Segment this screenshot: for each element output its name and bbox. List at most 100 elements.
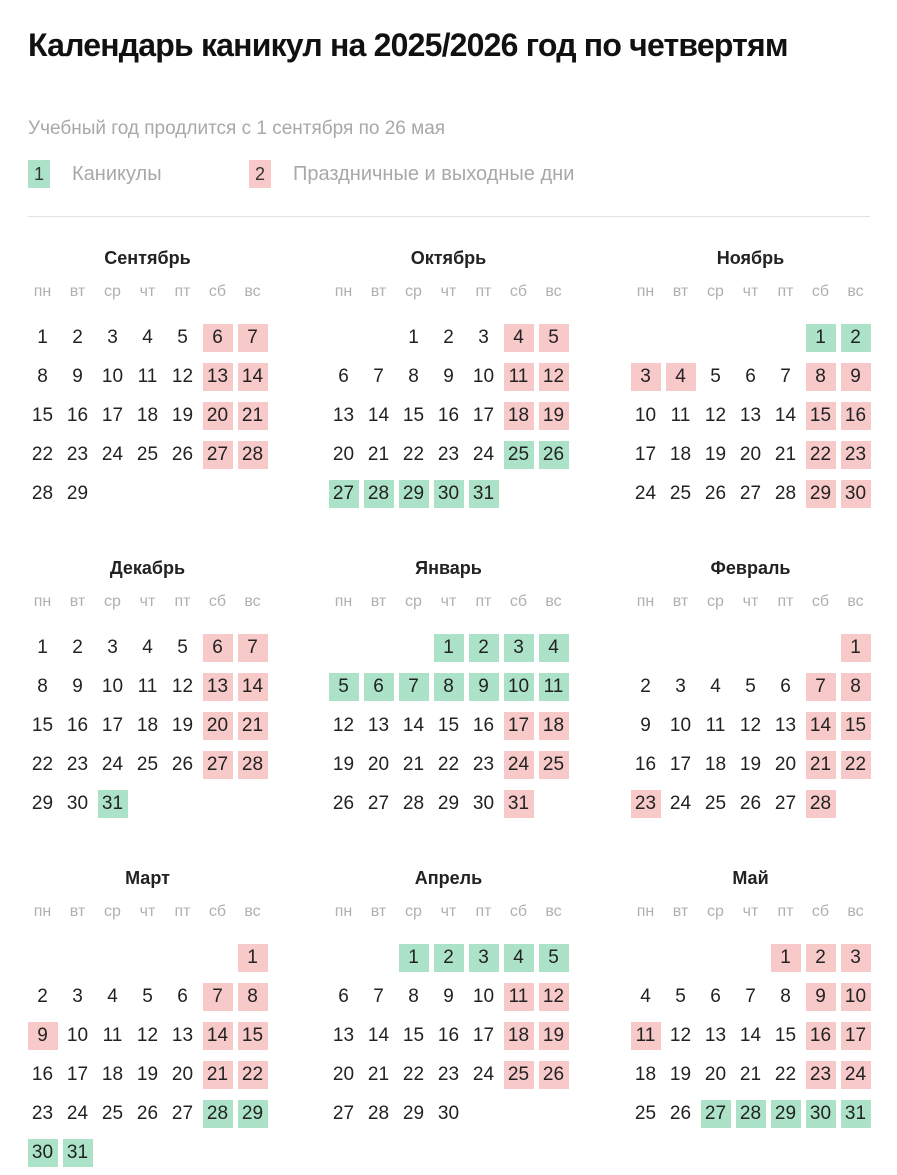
weekday-label: пн xyxy=(334,903,353,920)
day-number: 9 xyxy=(640,714,651,736)
holiday-day: 6 xyxy=(200,318,235,357)
weekday-label: чт xyxy=(139,593,156,610)
holiday-day: 24 xyxy=(838,1055,873,1094)
day: 29 xyxy=(60,474,95,513)
holiday-day: 12 xyxy=(536,357,571,396)
day: 2 xyxy=(628,667,663,706)
holiday-day: 31 xyxy=(501,784,536,823)
day-number: 17 xyxy=(101,404,124,426)
day: 4 xyxy=(95,977,130,1016)
holiday-day: 1 xyxy=(235,938,270,977)
vacation-day: 9 xyxy=(466,667,501,706)
vacation-day: 8 xyxy=(431,667,466,706)
weekday-label: ср xyxy=(104,283,121,300)
day-number: 4 xyxy=(503,323,534,352)
day: 4 xyxy=(130,318,165,357)
day: 5 xyxy=(663,977,698,1016)
vacation-day: 7 xyxy=(396,667,431,706)
day-number: 28 xyxy=(774,482,797,504)
month-name: Октябрь xyxy=(410,248,487,268)
holiday-day: 5 xyxy=(536,318,571,357)
day-number: 16 xyxy=(66,404,89,426)
day-number: 18 xyxy=(136,714,159,736)
day-number: 24 xyxy=(840,1060,871,1089)
day-number: 25 xyxy=(101,1102,124,1124)
month-name: Декабрь xyxy=(109,558,186,578)
day: 11 xyxy=(95,1016,130,1055)
day: 7 xyxy=(768,357,803,396)
day-number: 22 xyxy=(31,753,54,775)
day: 22 xyxy=(768,1055,803,1094)
vacation-day: 30 xyxy=(431,474,466,513)
weekday-label: пн xyxy=(636,283,655,300)
day-number: 25 xyxy=(503,440,534,469)
day: 26 xyxy=(698,474,733,513)
day: 15 xyxy=(431,706,466,745)
day: 2 xyxy=(60,628,95,667)
vacation-day: 28 xyxy=(200,1094,235,1133)
weekday-label: пт xyxy=(475,283,492,300)
day-number: 10 xyxy=(472,985,495,1007)
day-number: 4 xyxy=(640,985,651,1007)
vacation-day: 3 xyxy=(501,628,536,667)
day: 24 xyxy=(628,474,663,513)
month-name: Май xyxy=(732,868,769,888)
day: 5 xyxy=(733,667,768,706)
weekday-label: чт xyxy=(139,283,156,300)
day: 26 xyxy=(165,435,200,474)
day-number: 2 xyxy=(433,943,464,972)
day: 10 xyxy=(95,357,130,396)
day: 7 xyxy=(733,977,768,1016)
holiday-day: 12 xyxy=(536,977,571,1016)
holiday-day: 17 xyxy=(501,706,536,745)
day-number: 11 xyxy=(538,672,569,701)
day: 19 xyxy=(165,396,200,435)
weekday-label: чт xyxy=(440,593,457,610)
day: 6 xyxy=(326,357,361,396)
day-number: 4 xyxy=(142,326,153,348)
day-number: 8 xyxy=(433,672,464,701)
day-number: 16 xyxy=(437,404,460,426)
holiday-day: 1 xyxy=(768,938,803,977)
day-number: 5 xyxy=(538,943,569,972)
day: 16 xyxy=(25,1055,60,1094)
day: 5 xyxy=(130,977,165,1016)
holiday-day: 30 xyxy=(838,474,873,513)
day: 8 xyxy=(25,667,60,706)
day-number: 24 xyxy=(472,443,495,465)
day-number: 11 xyxy=(503,982,534,1011)
day-number: 28 xyxy=(237,440,268,469)
day: 20 xyxy=(768,745,803,784)
day-number: 30 xyxy=(805,1099,836,1128)
day: 1 xyxy=(25,318,60,357)
day-number: 30 xyxy=(27,1138,58,1167)
vacation-day: 10 xyxy=(501,667,536,706)
day: 19 xyxy=(663,1055,698,1094)
day-number: 2 xyxy=(640,675,651,697)
vacation-day: 29 xyxy=(396,474,431,513)
day-number: 1 xyxy=(433,633,464,662)
day-number: 11 xyxy=(137,365,158,387)
weekday-label: вт xyxy=(370,903,387,920)
day: 8 xyxy=(25,357,60,396)
day-number: 31 xyxy=(62,1138,93,1167)
day-number: 20 xyxy=(171,1063,194,1085)
day-number: 20 xyxy=(332,443,355,465)
day: 12 xyxy=(663,1016,698,1055)
day: 12 xyxy=(130,1016,165,1055)
day-number: 22 xyxy=(805,440,836,469)
day-number: 23 xyxy=(630,789,661,818)
day: 28 xyxy=(25,474,60,513)
day: 10 xyxy=(60,1016,95,1055)
day-number: 7 xyxy=(237,323,268,352)
day-number: 24 xyxy=(669,792,692,814)
holiday-day: 14 xyxy=(235,667,270,706)
day: 3 xyxy=(60,977,95,1016)
day-number: 26 xyxy=(332,792,355,814)
day: 16 xyxy=(60,396,95,435)
holiday-day: 22 xyxy=(803,435,838,474)
day-number: 11 xyxy=(137,675,158,697)
vacation-day: 31 xyxy=(60,1133,95,1172)
holiday-day: 29 xyxy=(803,474,838,513)
day-number: 13 xyxy=(367,714,390,736)
